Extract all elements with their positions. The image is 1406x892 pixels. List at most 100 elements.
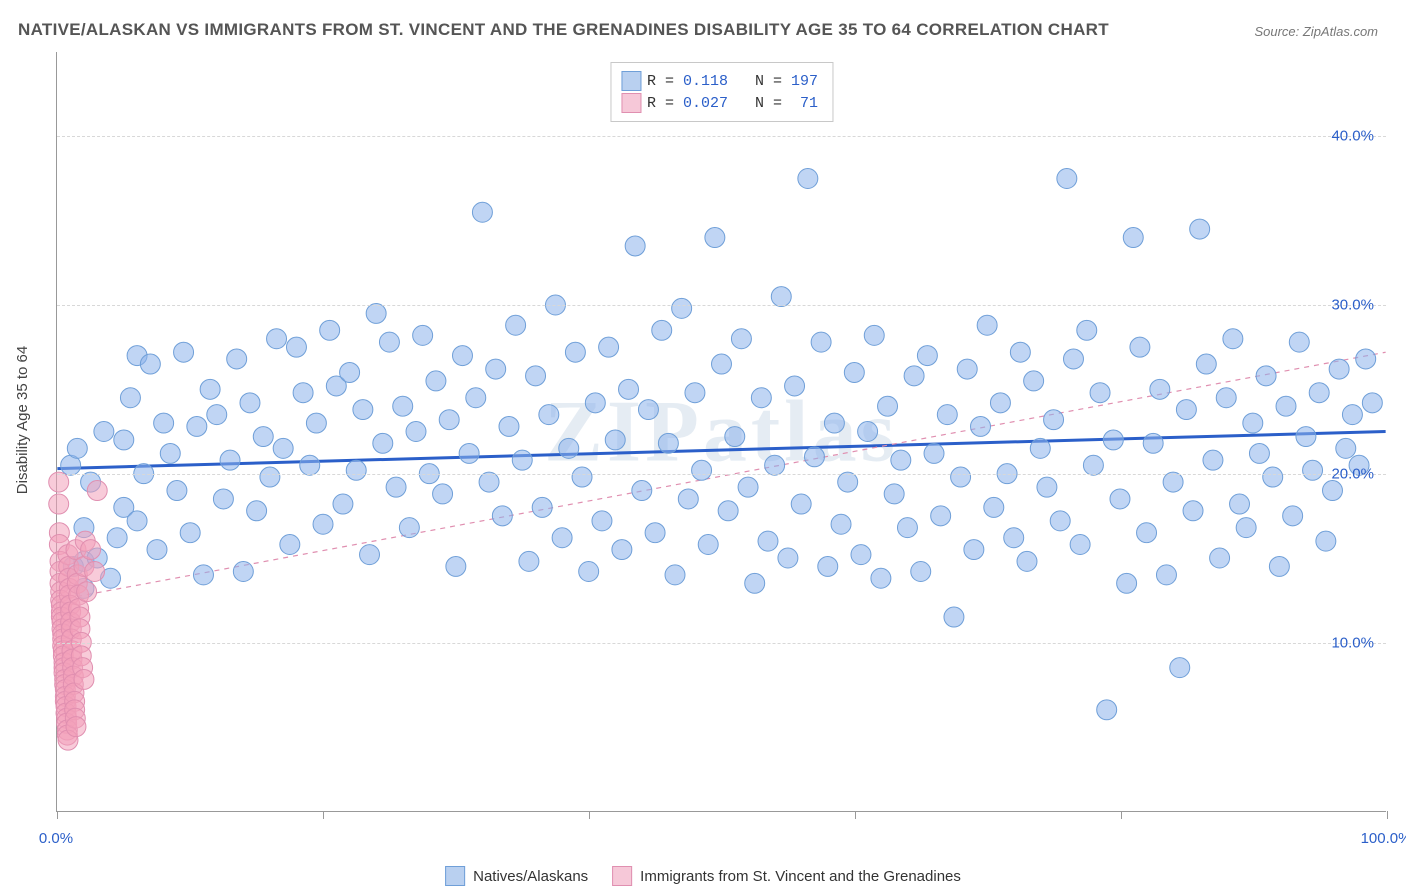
data-point	[1203, 450, 1223, 470]
y-tick-label: 10.0%	[1331, 635, 1374, 652]
data-point	[1024, 371, 1044, 391]
gridline	[57, 136, 1386, 137]
gridline	[57, 643, 1386, 644]
data-point	[1176, 400, 1196, 420]
data-point	[240, 393, 260, 413]
x-tick-label: 100.0%	[1361, 830, 1406, 847]
legend-item: Immigrants from St. Vincent and the Gren…	[612, 866, 961, 886]
data-point	[1329, 359, 1349, 379]
data-point	[851, 545, 871, 565]
data-point	[951, 467, 971, 487]
data-point	[977, 315, 997, 335]
data-point	[1243, 413, 1263, 433]
data-point	[1070, 535, 1090, 555]
data-point	[81, 540, 101, 560]
data-point	[167, 481, 187, 501]
data-point	[897, 518, 917, 538]
data-point	[572, 467, 592, 487]
data-point	[1143, 433, 1163, 453]
data-point	[1010, 342, 1030, 362]
data-point	[619, 379, 639, 399]
data-point	[592, 511, 612, 531]
data-point	[220, 450, 240, 470]
data-point	[612, 540, 632, 560]
data-point	[1249, 443, 1269, 463]
data-point	[1044, 410, 1064, 430]
data-point	[353, 400, 373, 420]
data-point	[652, 320, 672, 340]
data-point	[379, 332, 399, 352]
data-point	[904, 366, 924, 386]
data-point	[87, 481, 107, 501]
data-point	[891, 450, 911, 470]
y-axis-label: Disability Age 35 to 64	[14, 346, 31, 494]
data-point	[120, 388, 140, 408]
chart-title: NATIVE/ALASKAN VS IMMIGRANTS FROM ST. VI…	[18, 20, 1109, 40]
data-point	[253, 427, 273, 447]
data-point	[605, 430, 625, 450]
data-point	[1296, 427, 1316, 447]
data-point	[49, 494, 69, 514]
data-point	[433, 484, 453, 504]
data-point	[798, 169, 818, 189]
x-tick	[855, 811, 856, 819]
data-point	[1283, 506, 1303, 526]
data-point	[1123, 228, 1143, 248]
data-point	[233, 562, 253, 582]
data-point	[273, 438, 293, 458]
data-point	[1090, 383, 1110, 403]
data-point	[1103, 430, 1123, 450]
data-point	[1097, 700, 1117, 720]
x-tick	[589, 811, 590, 819]
legend-swatch	[621, 93, 641, 113]
data-point	[824, 413, 844, 433]
data-point	[127, 511, 147, 531]
data-point	[971, 416, 991, 436]
data-point	[1150, 379, 1170, 399]
data-point	[147, 540, 167, 560]
data-point	[1316, 531, 1336, 551]
data-point	[844, 362, 864, 382]
data-point	[333, 494, 353, 514]
data-point	[758, 531, 778, 551]
data-point	[1196, 354, 1216, 374]
data-point	[94, 422, 114, 442]
data-point	[1223, 329, 1243, 349]
data-point	[678, 489, 698, 509]
data-point	[1356, 349, 1376, 369]
data-point	[526, 366, 546, 386]
data-point	[174, 342, 194, 362]
data-point	[599, 337, 619, 357]
data-point	[393, 396, 413, 416]
data-point	[366, 303, 386, 323]
data-point	[1303, 460, 1323, 480]
data-point	[731, 329, 751, 349]
data-point	[406, 422, 426, 442]
data-point	[532, 497, 552, 517]
data-point	[931, 506, 951, 526]
data-point	[114, 430, 134, 450]
data-point	[85, 562, 105, 582]
data-point	[685, 383, 705, 403]
data-point	[791, 494, 811, 514]
data-point	[439, 410, 459, 430]
data-point	[247, 501, 267, 521]
legend-stat-text: R = 0.027 N = 71	[647, 95, 818, 112]
data-point	[466, 388, 486, 408]
data-point	[472, 202, 492, 222]
data-point	[1183, 501, 1203, 521]
x-tick	[1121, 811, 1122, 819]
data-point	[140, 354, 160, 374]
data-point	[453, 346, 473, 366]
legend-row: R = 0.118 N = 197	[621, 71, 818, 91]
gridline	[57, 305, 1386, 306]
x-tick	[323, 811, 324, 819]
data-point	[399, 518, 419, 538]
data-point	[1156, 565, 1176, 585]
data-point	[698, 535, 718, 555]
data-point	[306, 413, 326, 433]
data-point	[340, 362, 360, 382]
data-point	[1117, 573, 1137, 593]
data-point	[911, 562, 931, 582]
data-point	[492, 506, 512, 526]
